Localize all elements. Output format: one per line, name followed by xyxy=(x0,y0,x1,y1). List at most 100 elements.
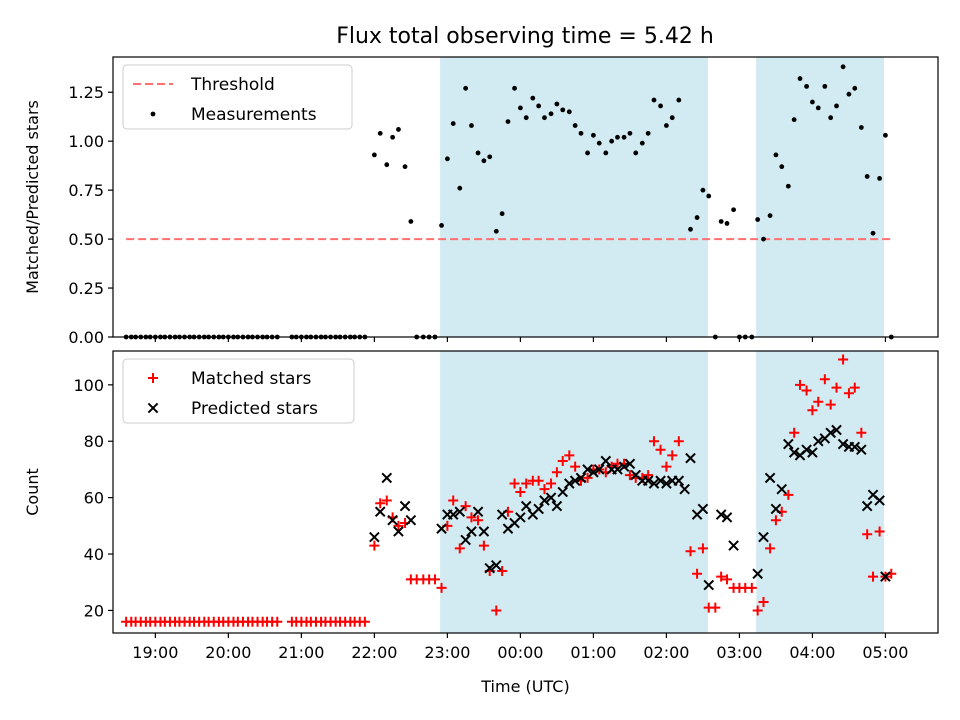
x-tick-label: 22:00 xyxy=(351,643,397,662)
predicted-point xyxy=(880,571,891,582)
x-tick-label: 21:00 xyxy=(278,643,324,662)
observing-window-2 xyxy=(756,57,884,337)
measurement-point xyxy=(548,111,554,117)
measurement-point xyxy=(645,130,651,136)
predicted-point xyxy=(472,506,484,518)
matched-point xyxy=(856,427,867,438)
predicted-point xyxy=(801,444,812,456)
legend-label: Predicted stars xyxy=(191,399,318,419)
matched-point xyxy=(539,484,550,495)
measurement-point xyxy=(390,134,396,140)
axes-frame xyxy=(112,56,939,338)
y-axis-label: Count xyxy=(23,468,42,516)
predicted-point xyxy=(387,514,398,526)
measurement-point xyxy=(676,97,682,103)
matched-point xyxy=(491,605,502,616)
measurement-point xyxy=(463,85,469,91)
count-panel: 20 40 60 80 100 19:00 20:00 21:00 22:00 23:00 00:0… xyxy=(23,350,939,696)
measurement-point xyxy=(487,154,493,160)
legend: Matched stars Predicted stars xyxy=(122,358,355,424)
matched-point xyxy=(533,475,544,486)
matched-point xyxy=(551,467,562,478)
measurement-point xyxy=(523,115,529,121)
measurement-point xyxy=(505,119,511,125)
measurement-point xyxy=(828,115,834,121)
predicted-point xyxy=(728,540,739,551)
predicted-point xyxy=(478,526,490,537)
predicted-point xyxy=(545,492,557,503)
measurement-point xyxy=(609,138,615,144)
predicted-point xyxy=(399,500,411,512)
matched-point xyxy=(770,515,781,526)
predicted-point xyxy=(369,531,380,543)
measurement-point xyxy=(718,219,724,224)
matched-point xyxy=(673,436,684,447)
measurement-point xyxy=(402,164,408,170)
measurement-point xyxy=(731,207,736,213)
y-tick-label: 20 xyxy=(84,601,104,620)
observing-window-1 xyxy=(440,57,709,337)
measurement-point xyxy=(585,150,590,156)
measurement-point xyxy=(810,99,815,105)
measurement-point xyxy=(603,150,609,156)
y-tick-label: 60 xyxy=(84,489,104,508)
predicted-point xyxy=(655,475,666,487)
matched-point xyxy=(831,382,842,393)
legend-box xyxy=(122,64,353,130)
measurement-point xyxy=(536,103,542,109)
x-tick-label: 01:00 xyxy=(570,643,616,662)
predicted-point xyxy=(849,441,861,453)
matched-point xyxy=(643,470,654,481)
matched-point xyxy=(783,489,794,500)
measurement-point xyxy=(469,123,474,128)
matched-point xyxy=(813,396,824,407)
predicted-point xyxy=(569,475,581,487)
matched-point xyxy=(868,571,879,582)
predicted-point xyxy=(381,472,393,484)
y-tick-label: 0.00 xyxy=(68,328,104,347)
measurement-point xyxy=(724,221,730,226)
chart-title: Flux total observing time = 5.42 h xyxy=(336,24,714,49)
matched-point xyxy=(697,543,708,554)
predicted-point xyxy=(831,424,842,436)
predicted-point xyxy=(533,503,544,515)
matched-point xyxy=(564,450,575,461)
y-tick-label: 1.25 xyxy=(68,83,104,102)
predicted-point xyxy=(588,466,599,478)
measurement-point xyxy=(883,132,888,138)
matched-point xyxy=(515,487,526,497)
measurement-point xyxy=(706,193,712,199)
predicted-point xyxy=(861,500,873,512)
measurement-point xyxy=(371,152,377,158)
matched-point xyxy=(359,616,370,627)
y-tick-label: 80 xyxy=(84,432,104,451)
measurement-point xyxy=(767,213,773,219)
matched-point xyxy=(546,478,557,489)
measurement-point xyxy=(664,123,669,128)
matched-point xyxy=(795,379,806,390)
measurement-point xyxy=(840,64,846,70)
measurement-point xyxy=(797,76,803,81)
measurement-point xyxy=(864,174,870,179)
matched-point xyxy=(752,605,763,616)
legend-predicted-marker xyxy=(147,402,159,414)
matched-point xyxy=(272,616,283,627)
predicted-point xyxy=(593,464,605,475)
x-tick-label: 05:00 xyxy=(862,643,908,662)
predicted-point xyxy=(685,452,696,464)
predicted-point xyxy=(874,495,885,506)
measurement-point xyxy=(870,230,876,236)
measurement-point xyxy=(877,175,882,181)
measurement-point xyxy=(572,123,578,128)
matched-point xyxy=(509,478,520,489)
matched-point xyxy=(473,515,484,526)
matched-point xyxy=(710,602,721,613)
predicted-point xyxy=(661,478,672,489)
measurement-point xyxy=(658,103,663,109)
matched-point xyxy=(758,596,769,607)
predicted-point xyxy=(454,506,466,518)
measurement-point xyxy=(633,150,639,156)
matched-point xyxy=(521,478,532,489)
matched-point xyxy=(801,385,812,396)
